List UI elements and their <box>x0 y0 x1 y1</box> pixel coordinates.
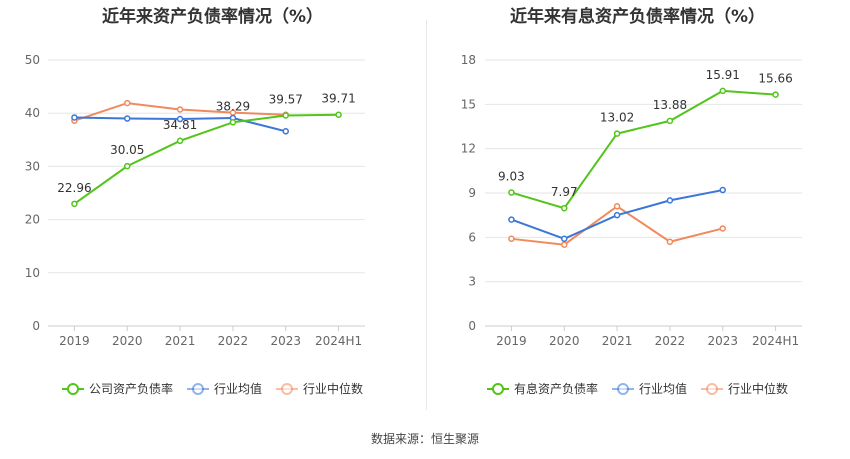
legend-label: 公司资产负债率 <box>88 382 173 396</box>
data-source-note: 数据来源：恒生聚源 <box>370 432 479 446</box>
legend-item[interactable]: 行业中位数 <box>276 380 363 397</box>
y-tick-label: 18 <box>461 53 476 67</box>
data-label: 15.91 <box>706 68 740 82</box>
data-point <box>282 128 289 135</box>
data-label: 34.81 <box>163 118 197 132</box>
x-tick-label: 2019 <box>59 334 90 348</box>
data-label: 39.57 <box>269 92 303 106</box>
data-point <box>508 235 515 243</box>
data-point <box>71 114 78 121</box>
y-tick-label: 0 <box>32 319 40 333</box>
data-label: 38.29 <box>216 99 250 113</box>
data-point <box>176 106 184 113</box>
data-point <box>335 111 342 118</box>
legend-marker <box>611 382 634 395</box>
data-point <box>508 216 515 223</box>
y-tick-label: 10 <box>25 266 40 280</box>
series-line <box>73 113 339 205</box>
data-point <box>719 186 726 194</box>
legend-item[interactable]: 公司资产负债率 <box>61 380 173 397</box>
data-point <box>508 189 515 196</box>
data-label: 9.03 <box>498 170 525 184</box>
x-tick-label: 2023 <box>707 334 738 348</box>
x-tick-label: 2022 <box>655 334 686 348</box>
legend-item[interactable]: 有息资产负债率 <box>486 380 598 397</box>
data-point <box>613 130 621 137</box>
y-tick-label: 12 <box>461 142 476 156</box>
data-point <box>719 225 726 232</box>
data-point <box>176 137 184 145</box>
legend-marker <box>701 382 723 395</box>
data-point <box>772 91 779 98</box>
x-tick-label: 2024H1 <box>315 334 362 348</box>
x-tick-label: 2020 <box>549 334 580 348</box>
x-tick-label: 2021 <box>602 334 633 348</box>
y-tick-label: 6 <box>468 230 476 244</box>
data-label: 22.96 <box>57 181 91 195</box>
chart-plot-debt-ratio: 0 10 20 30 40 50 2019 2020 2021 2022 2023 2024H1 22.… <box>25 53 365 348</box>
series-line <box>511 89 776 210</box>
data-point <box>282 112 289 119</box>
data-point <box>613 211 621 219</box>
y-tick-label: 20 <box>25 213 40 227</box>
x-tick-label: 2021 <box>165 334 196 348</box>
chart-title: 近年来资产负债率情况（%） <box>101 7 324 27</box>
legend-label: 行业均值 <box>638 382 687 396</box>
data-point <box>666 197 674 204</box>
y-tick-label: 0 <box>468 319 476 333</box>
legend-marker <box>186 382 209 395</box>
data-point <box>561 235 568 243</box>
x-tick-label: 2023 <box>270 334 301 348</box>
panel-divider <box>426 20 427 410</box>
data-point <box>124 115 131 122</box>
x-tick-label: 2022 <box>218 334 249 348</box>
chart-panel-interest-debt-ratio: 近年来有息资产负债率情况（%） 0 3 6 9 12 15 18 2019 2020 2021 20… <box>425 0 850 415</box>
y-tick-label: 15 <box>461 97 476 111</box>
legend-item[interactable]: 行业均值 <box>186 380 262 397</box>
x-tick-label: 2024H1 <box>752 334 799 348</box>
data-label: 30.05 <box>110 143 144 157</box>
legend-marker <box>486 382 509 395</box>
y-tick-label: 3 <box>468 275 476 289</box>
legend-label: 有息资产负债率 <box>513 382 598 396</box>
data-label: 15.66 <box>758 72 792 86</box>
legend-item[interactable]: 行业中位数 <box>701 380 788 397</box>
data-point <box>176 115 184 123</box>
data-label: 13.02 <box>600 111 634 125</box>
legend-label: 行业均值 <box>213 382 262 396</box>
data-point <box>71 200 78 208</box>
legend-marker <box>276 382 298 395</box>
data-point <box>229 119 237 126</box>
x-tick-label: 2020 <box>112 334 143 348</box>
chart-legend: 有息资产负债率 行业均值 行业中位数 <box>425 380 850 397</box>
data-point <box>124 99 131 107</box>
legend-label: 行业中位数 <box>303 382 364 396</box>
legend-marker <box>61 382 84 395</box>
data-label: 7.97 <box>551 185 578 199</box>
data-point <box>613 203 621 210</box>
data-point <box>561 204 568 212</box>
data-point <box>719 87 726 95</box>
legend-label: 行业中位数 <box>728 382 789 396</box>
legend-item[interactable]: 行业均值 <box>611 380 687 397</box>
data-label: 13.88 <box>653 98 687 112</box>
y-tick-label: 30 <box>25 159 40 173</box>
y-tick-label: 40 <box>25 106 40 120</box>
data-label: 39.71 <box>321 92 355 106</box>
x-tick-label: 2019 <box>496 334 527 348</box>
chart-title: 近年来有息资产负债率情况（%） <box>509 7 766 27</box>
y-tick-label: 9 <box>468 186 476 200</box>
y-tick-label: 50 <box>25 53 40 67</box>
data-point <box>666 117 674 125</box>
data-point <box>561 241 568 248</box>
chart-plot-interest-debt-ratio: 0 3 6 9 12 15 18 2019 2020 2021 2022 2023 2024H1 9.03… <box>461 53 802 348</box>
data-point <box>124 162 131 170</box>
chart-legend: 公司资产负债率 行业均值 行业中位数 <box>0 380 425 397</box>
chart-panel-debt-ratio: 近年来资产负债率情况（%） 0 10 20 30 40 50 2019 2020 2021 202… <box>0 0 425 415</box>
data-point <box>666 238 674 246</box>
